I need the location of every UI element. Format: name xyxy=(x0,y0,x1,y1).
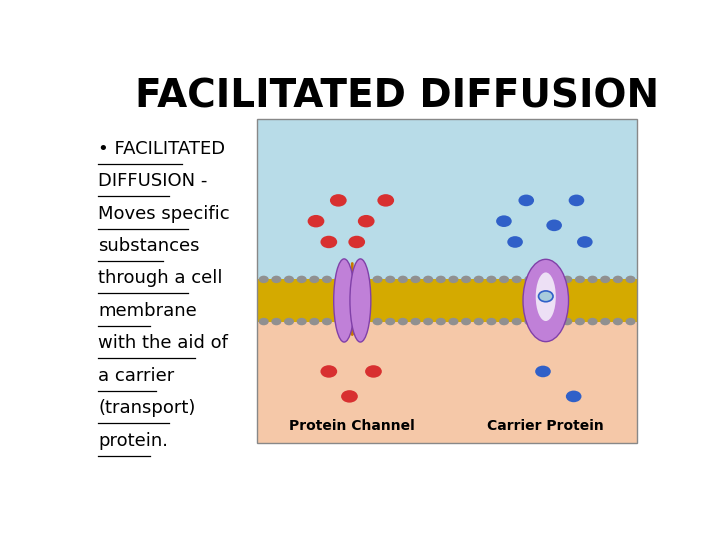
Circle shape xyxy=(271,275,282,283)
Circle shape xyxy=(330,194,346,207)
Circle shape xyxy=(320,236,337,248)
Circle shape xyxy=(297,318,307,325)
Circle shape xyxy=(423,318,433,325)
Circle shape xyxy=(271,318,282,325)
Circle shape xyxy=(499,275,509,283)
Circle shape xyxy=(461,318,471,325)
Circle shape xyxy=(613,318,623,325)
Text: Protein Channel: Protein Channel xyxy=(289,419,415,433)
Circle shape xyxy=(365,365,382,377)
Circle shape xyxy=(410,318,420,325)
Circle shape xyxy=(588,275,598,283)
Circle shape xyxy=(575,318,585,325)
Circle shape xyxy=(322,275,332,283)
Circle shape xyxy=(436,318,446,325)
Circle shape xyxy=(385,275,395,283)
Circle shape xyxy=(410,275,420,283)
Circle shape xyxy=(358,215,374,227)
Bar xyxy=(258,119,636,443)
Text: with the aid of: with the aid of xyxy=(99,334,228,352)
Circle shape xyxy=(577,236,593,248)
Circle shape xyxy=(474,275,484,283)
Bar xyxy=(258,279,636,321)
Circle shape xyxy=(385,318,395,325)
Circle shape xyxy=(549,275,559,283)
Text: DIFFUSION -: DIFFUSION - xyxy=(99,172,208,190)
Text: substances: substances xyxy=(99,237,200,255)
Circle shape xyxy=(626,275,636,283)
Circle shape xyxy=(372,318,382,325)
Circle shape xyxy=(626,318,636,325)
Circle shape xyxy=(284,318,294,325)
Circle shape xyxy=(307,215,324,227)
Circle shape xyxy=(499,318,509,325)
Circle shape xyxy=(449,275,459,283)
Circle shape xyxy=(569,194,584,206)
Text: membrane: membrane xyxy=(99,302,197,320)
Text: (transport): (transport) xyxy=(99,399,196,417)
Circle shape xyxy=(322,318,332,325)
Text: protein.: protein. xyxy=(99,431,168,449)
Text: through a cell: through a cell xyxy=(99,269,223,287)
Circle shape xyxy=(496,215,512,227)
Circle shape xyxy=(546,220,562,231)
Circle shape xyxy=(537,318,547,325)
Circle shape xyxy=(372,275,382,283)
Circle shape xyxy=(518,194,534,206)
Circle shape xyxy=(335,275,345,283)
Circle shape xyxy=(348,236,365,248)
Circle shape xyxy=(539,291,553,302)
Circle shape xyxy=(320,365,337,377)
Text: a carrier: a carrier xyxy=(99,367,175,384)
Circle shape xyxy=(537,275,547,283)
Circle shape xyxy=(600,275,611,283)
Circle shape xyxy=(461,275,471,283)
Circle shape xyxy=(341,390,358,403)
Circle shape xyxy=(524,275,534,283)
Circle shape xyxy=(613,275,623,283)
Circle shape xyxy=(566,390,582,402)
Bar xyxy=(258,321,636,443)
Circle shape xyxy=(588,318,598,325)
Circle shape xyxy=(297,275,307,283)
Circle shape xyxy=(258,318,269,325)
Circle shape xyxy=(562,275,572,283)
Circle shape xyxy=(449,318,459,325)
Ellipse shape xyxy=(523,259,569,342)
Circle shape xyxy=(474,318,484,325)
Circle shape xyxy=(310,275,320,283)
Circle shape xyxy=(600,318,611,325)
Text: Moves specific: Moves specific xyxy=(99,205,230,222)
Bar xyxy=(258,119,636,280)
Circle shape xyxy=(512,318,522,325)
Circle shape xyxy=(284,275,294,283)
Circle shape xyxy=(360,275,370,283)
Ellipse shape xyxy=(333,259,354,342)
Circle shape xyxy=(508,236,523,248)
Circle shape xyxy=(549,318,559,325)
Circle shape xyxy=(535,366,551,377)
Ellipse shape xyxy=(350,259,371,342)
Text: FACILITATED DIFFUSION: FACILITATED DIFFUSION xyxy=(135,77,659,115)
Text: Carrier Protein: Carrier Protein xyxy=(487,419,604,433)
Circle shape xyxy=(258,275,269,283)
Circle shape xyxy=(524,318,534,325)
Text: • FACILITATED: • FACILITATED xyxy=(99,140,225,158)
Circle shape xyxy=(347,275,357,283)
Circle shape xyxy=(398,275,408,283)
Circle shape xyxy=(377,194,394,207)
Circle shape xyxy=(436,275,446,283)
Ellipse shape xyxy=(536,272,556,321)
Circle shape xyxy=(335,318,345,325)
Circle shape xyxy=(487,275,496,283)
Circle shape xyxy=(360,318,370,325)
Circle shape xyxy=(562,318,572,325)
Circle shape xyxy=(310,318,320,325)
Circle shape xyxy=(398,318,408,325)
Circle shape xyxy=(487,318,496,325)
Circle shape xyxy=(347,318,357,325)
Circle shape xyxy=(575,275,585,283)
Circle shape xyxy=(512,275,522,283)
Circle shape xyxy=(423,275,433,283)
